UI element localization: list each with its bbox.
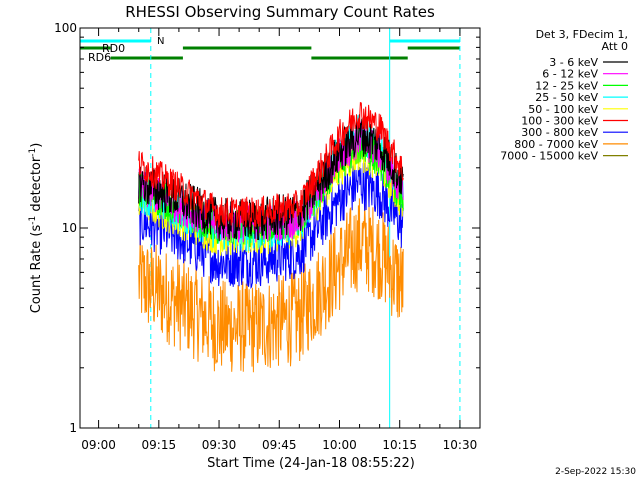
x-tick-label: 09:15 [142, 438, 177, 452]
legend-label: 7000 - 15000 keV [500, 150, 598, 163]
x-tick-label: 10:30 [443, 438, 478, 452]
legend-label: 12 - 25 keV [535, 79, 598, 92]
legend-label: 3 - 6 keV [549, 56, 598, 69]
legend-label: 800 - 7000 keV [514, 138, 598, 151]
legend-label: 25 - 50 keV [535, 91, 598, 104]
x-axis-label: Start Time (24-Jan-18 08:55:22) [207, 456, 415, 471]
y-tick-label: 100 [54, 21, 77, 35]
y-tick-label: 10 [62, 221, 77, 235]
x-tick-label: 09:00 [81, 438, 116, 452]
y-tick-label: 1 [69, 421, 77, 435]
legend-label: 300 - 800 keV [521, 126, 598, 139]
rd0-label: RD0 [102, 42, 125, 55]
rd6-label: RD6 [88, 51, 111, 64]
axes: 1 10 100 09:00 09:15 09:30 09:45 10:00 10:15 10:3… [54, 21, 481, 452]
legend-label: 100 - 300 keV [521, 115, 598, 128]
x-tick-label: 10:00 [322, 438, 357, 452]
chart-title: RHESSI Observing Summary Count Rates [125, 3, 435, 21]
series-line-100-300-kev [138, 102, 404, 228]
x-tick-label: 10:15 [382, 438, 417, 452]
y-axis-label: Count Rate (s-1 detector-1) [28, 143, 44, 314]
x-tick-label: 09:30 [202, 438, 237, 452]
legend-header-line2: Att 0 [602, 40, 628, 53]
series-line-800-7000-kev [138, 198, 404, 373]
footer-date: 2-Sep-2022 15:30 [555, 467, 636, 477]
series-layer [138, 102, 404, 373]
legend-label: 50 - 100 keV [528, 103, 598, 116]
legend-header-line1: Det 3, FDecim 1, [536, 28, 628, 41]
x-tick-label: 09:45 [262, 438, 297, 452]
legend-label: 6 - 12 keV [542, 68, 598, 81]
n-label: N [157, 36, 164, 47]
status-bars [80, 39, 460, 60]
